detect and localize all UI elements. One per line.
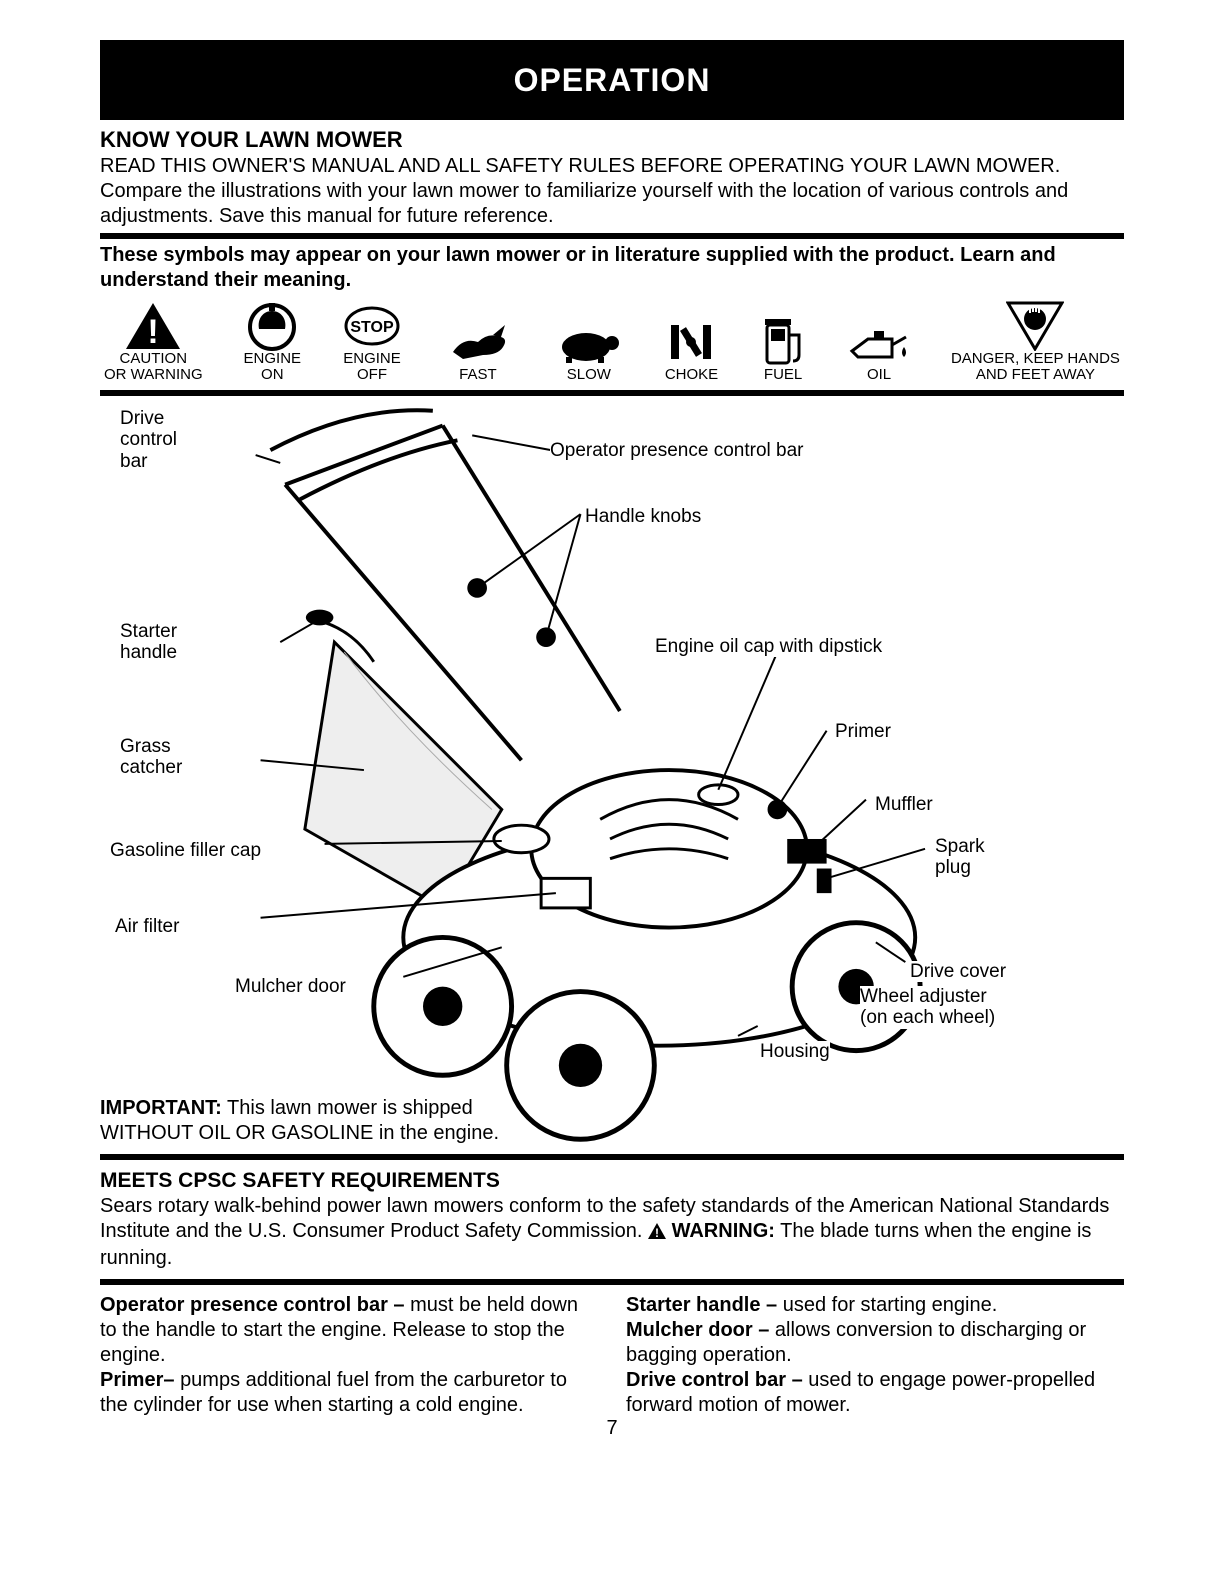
label-engine-oil-cap: Engine oil cap with dipstick <box>655 636 882 658</box>
label-gasoline-filler: Gasoline filler cap <box>110 840 261 862</box>
symbols-row: ! CAUTION OR WARNING ENGINE ON STOP ENGI… <box>100 301 1124 390</box>
slow-turtle-icon <box>554 317 624 367</box>
divider <box>100 233 1124 239</box>
label-primer: Primer <box>835 721 891 743</box>
svg-text:!: ! <box>655 1226 659 1239</box>
mower-diagram: Drive control bar Operator presence cont… <box>100 390 1124 1160</box>
symbol-danger: DANGER, KEEP HANDS AND FEET AWAY <box>951 301 1120 384</box>
choke-label: CHOKE <box>665 367 718 384</box>
important-label: IMPORTANT: <box>100 1097 222 1119</box>
operation-banner: OPERATION <box>100 40 1124 120</box>
slow-label: SLOW <box>567 367 611 384</box>
warning-triangle-icon: ! <box>648 1221 666 1246</box>
intro-text: READ THIS OWNER'S MANUAL AND ALL SAFETY … <box>100 154 1124 229</box>
fuel-pump-icon <box>759 317 807 367</box>
fast-rabbit-icon <box>443 317 513 367</box>
label-operator-bar: Operator presence control bar <box>550 440 803 462</box>
label-mulcher-door: Mulcher door <box>235 976 346 998</box>
symbol-choke: CHOKE <box>665 317 718 384</box>
symbol-oil: OIL <box>848 317 910 384</box>
definitions-columns: Operator presence control bar – must be … <box>100 1279 1124 1418</box>
engine-off-icon: STOP <box>342 301 402 351</box>
cpsc-body: Sears rotary walk-behind power lawn mowe… <box>100 1194 1124 1271</box>
symbol-fuel: FUEL <box>759 317 807 384</box>
symbol-fast: FAST <box>443 317 513 384</box>
know-mower-heading: KNOW YOUR LAWN MOWER <box>100 126 1124 154</box>
starter-def: used for starting engine. <box>783 1294 998 1316</box>
page-number: 7 <box>100 1416 1124 1441</box>
svg-text:STOP: STOP <box>350 319 394 336</box>
label-air-filter: Air filter <box>115 916 179 938</box>
op-bar-term: Operator presence control bar – <box>100 1294 410 1316</box>
caution-triangle-icon: ! <box>124 301 182 351</box>
starter-term: Starter handle – <box>626 1294 783 1316</box>
important-note: IMPORTANT: This lawn mower is shipped WI… <box>100 1096 560 1146</box>
symbol-engine-off: STOP ENGINE OFF <box>342 301 402 384</box>
svg-text:!: ! <box>148 313 159 351</box>
column-left: Operator presence control bar – must be … <box>100 1293 598 1418</box>
label-spark-plug: Spark plug <box>935 836 985 880</box>
drive-term: Drive control bar – <box>626 1369 808 1391</box>
label-housing: Housing <box>760 1041 830 1063</box>
engine-on-label: ENGINE ON <box>244 351 302 384</box>
oil-can-icon <box>848 317 910 367</box>
engine-off-label: ENGINE OFF <box>343 351 401 384</box>
oil-label: OIL <box>867 367 891 384</box>
danger-hand-icon <box>1006 301 1064 351</box>
label-muffler: Muffler <box>875 794 933 816</box>
fast-label: FAST <box>459 367 497 384</box>
label-starter-handle: Starter handle <box>120 621 177 665</box>
choke-icon <box>665 317 717 367</box>
symbol-engine-on: ENGINE ON <box>244 301 302 384</box>
mulcher-term: Mulcher door – <box>626 1319 775 1341</box>
engine-on-icon <box>245 301 299 351</box>
symbols-intro: These symbols may appear on your lawn mo… <box>100 243 1124 293</box>
label-drive-cover: Drive cover <box>910 961 1006 983</box>
symbol-caution: ! CAUTION OR WARNING <box>104 301 203 384</box>
cpsc-title: MEETS CPSC SAFETY REQUIREMENTS <box>100 1168 1124 1194</box>
caution-label: CAUTION OR WARNING <box>104 351 203 384</box>
label-grass-catcher: Grass catcher <box>120 736 182 780</box>
column-right: Starter handle – used for starting engin… <box>626 1293 1124 1418</box>
label-drive-control-bar: Drive control bar <box>120 408 177 474</box>
fuel-label: FUEL <box>764 367 802 384</box>
label-handle-knobs: Handle knobs <box>585 506 701 528</box>
label-wheel-adjuster: Wheel adjuster (on each wheel) <box>860 986 995 1030</box>
danger-label: DANGER, KEEP HANDS AND FEET AWAY <box>951 351 1120 384</box>
cpsc-warning-label: WARNING: <box>672 1220 775 1242</box>
primer-term: Primer– <box>100 1369 180 1391</box>
symbol-slow: SLOW <box>554 317 624 384</box>
